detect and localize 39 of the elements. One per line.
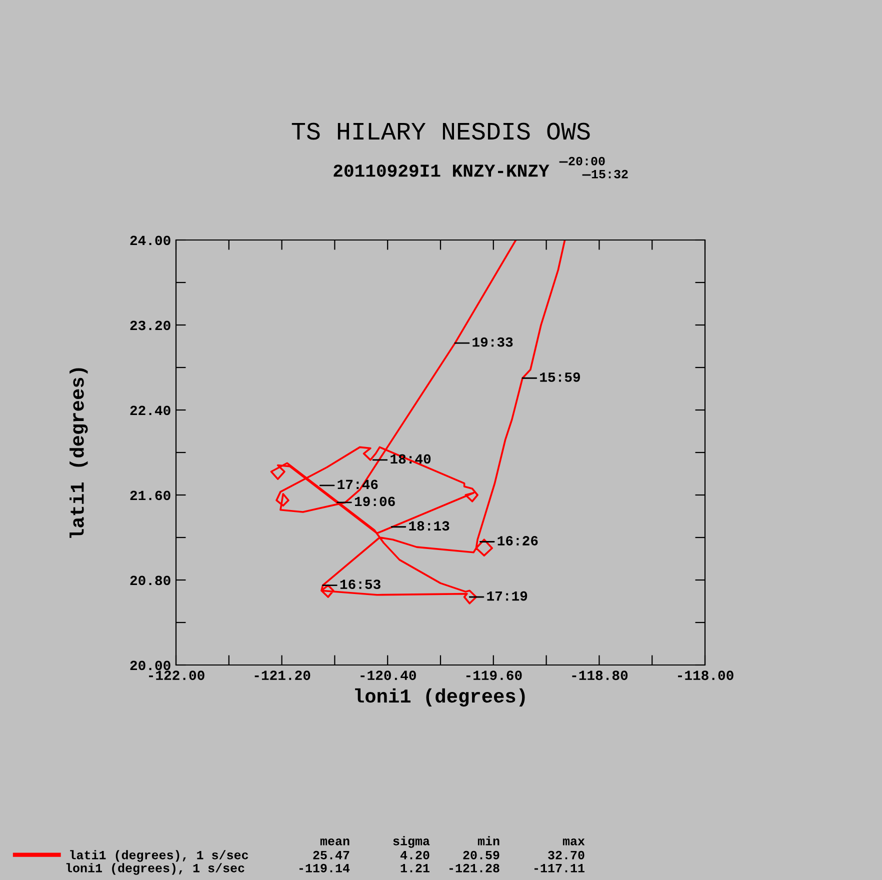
- text: 15:32: [592, 170, 628, 178]
- chart-subtitle: 20110929I1 KNZY-KNZY: [334, 164, 550, 177]
- x-tick-label: -121.20: [254, 670, 310, 680]
- annotation: 15:59: [540, 372, 580, 382]
- y-tick-label: 20.80: [130, 576, 170, 586]
- text: 32.70: [548, 850, 584, 860]
- annotation: 19:33: [472, 337, 513, 347]
- annotation: 18:13: [409, 521, 450, 531]
- text: 1.21: [400, 864, 430, 872]
- y-tick-label: 21.60: [130, 490, 170, 500]
- text: mean: [320, 838, 350, 846]
- text: 4.20: [400, 850, 430, 860]
- text: loni1 (degrees), 1 s/sec: [66, 863, 244, 875]
- text: min: [478, 836, 500, 846]
- annotation: 17:19: [487, 591, 528, 601]
- y-tick-label: 24.00: [130, 236, 170, 246]
- text: -119.14: [299, 864, 350, 872]
- text: sigma: [393, 836, 430, 848]
- text: -121.28: [449, 864, 500, 872]
- annotation: 16:26: [498, 536, 538, 546]
- text: 20.59: [463, 850, 500, 860]
- y-axis-title: lati1 (degrees): [70, 368, 88, 538]
- x-tick-label: -118.00: [678, 670, 734, 680]
- x-axis-title: loni1 (degrees): [355, 688, 525, 707]
- y-tick-label: 23.20: [130, 320, 170, 330]
- text: max: [562, 838, 585, 846]
- x-tick-label: -119.60: [466, 670, 522, 680]
- y-tick-label: 20.00: [130, 660, 170, 670]
- chart-title: TS HILARY NESDIS OWS: [292, 122, 590, 140]
- text: -117.11: [534, 864, 584, 872]
- x-tick-label: -118.80: [572, 670, 628, 680]
- text: 25.47: [313, 850, 350, 860]
- annotation: 16:53: [340, 580, 380, 590]
- text: 20:00: [568, 156, 605, 166]
- x-tick-label: -122.00: [149, 670, 204, 680]
- y-tick-label: 22.40: [130, 406, 170, 416]
- x-tick-label: -120.40: [360, 670, 416, 680]
- legend-label: lati1 (degrees), 1 s/sec: [70, 850, 248, 862]
- annotation: 19:06: [354, 496, 395, 506]
